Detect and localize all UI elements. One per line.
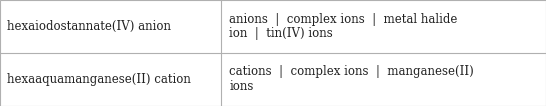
Text: hexaaquamanganese(II) cation: hexaaquamanganese(II) cation [7, 73, 191, 86]
Text: cations  |  complex ions  |  manganese(II)
ions: cations | complex ions | manganese(II) i… [229, 66, 474, 93]
Text: hexaiodostannate(IV) anion: hexaiodostannate(IV) anion [7, 20, 171, 33]
Text: anions  |  complex ions  |  metal halide
ion  |  tin(IV) ions: anions | complex ions | metal halide ion… [229, 13, 458, 40]
